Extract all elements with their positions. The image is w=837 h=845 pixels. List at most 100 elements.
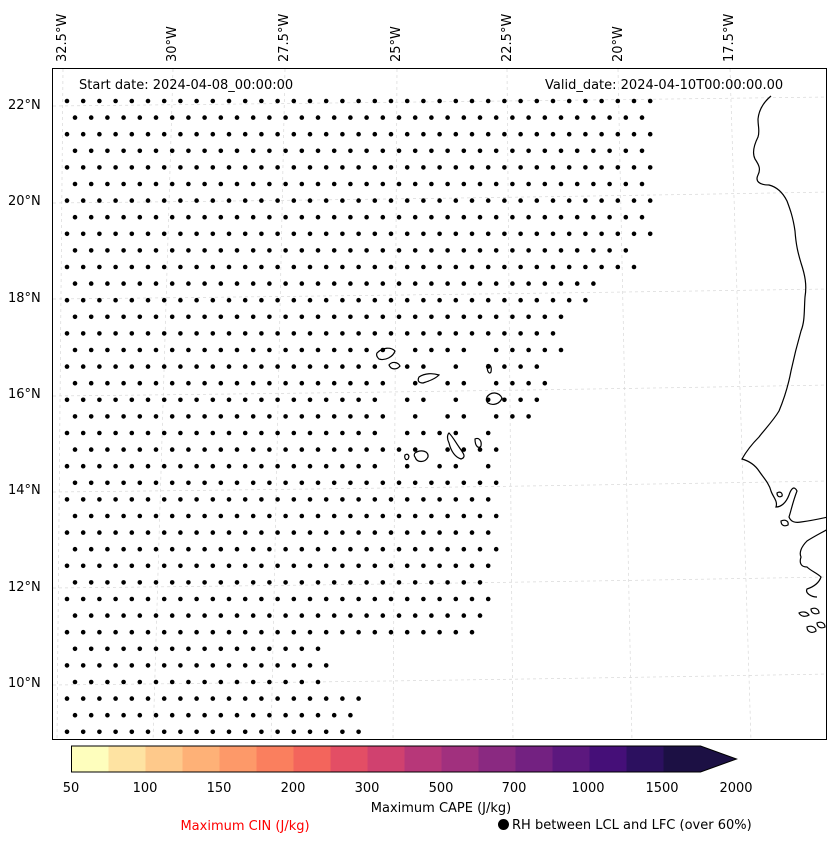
rh-dot [283, 613, 288, 618]
rh-dot [510, 281, 515, 286]
rh-dot [372, 331, 378, 336]
rh-dot [250, 248, 256, 253]
rh-dot [178, 430, 183, 436]
rh-dot [169, 613, 175, 618]
rh-dot [234, 115, 240, 120]
rh-dot [250, 414, 256, 419]
rh-dot [121, 148, 126, 154]
rh-dot [242, 98, 248, 104]
rh-dot [259, 98, 264, 104]
colorbar-segment [404, 746, 442, 772]
rh-dot [574, 214, 580, 220]
rh-dot [429, 148, 434, 154]
rh-dot [129, 696, 135, 701]
rh-dot [599, 98, 604, 104]
rh-dot [348, 148, 353, 154]
rh-dot [421, 430, 426, 436]
rh-dot [477, 214, 483, 220]
rh-dot [283, 513, 288, 519]
rh-dot [307, 663, 313, 668]
rh-dot [218, 513, 224, 519]
rh-dot [437, 231, 442, 237]
lat-label-14n: 14°N [8, 483, 41, 498]
rh-dot [461, 214, 467, 220]
rh-dot [64, 563, 70, 569]
rh-dot [97, 563, 102, 569]
rh-dot [510, 314, 515, 320]
rh-dot [493, 248, 499, 253]
rh-dot [153, 314, 159, 320]
rh-dot [445, 380, 450, 386]
rh-dot [307, 165, 313, 170]
rh-dot [404, 198, 410, 203]
rh-dot [137, 414, 143, 419]
rh-dot [202, 679, 207, 685]
rh-dot [291, 497, 297, 502]
rh-dot [80, 596, 86, 602]
rh-dot [194, 165, 199, 170]
rh-dot [267, 314, 272, 320]
rh-dot [404, 264, 410, 270]
cbar-tick-700: 700 [501, 781, 527, 796]
rh-dot [283, 214, 288, 220]
rh-dot [210, 696, 216, 701]
rh-dot [372, 297, 378, 303]
rh-dot [534, 397, 540, 403]
rh-dot [526, 414, 531, 419]
rh-dot [558, 115, 564, 120]
rh-dot [88, 281, 94, 286]
rh-dot [80, 364, 86, 369]
rh-dot [178, 563, 183, 569]
rh-dot [461, 414, 467, 419]
rh-dot [178, 231, 183, 237]
rh-dot [178, 729, 183, 735]
rh-dot [542, 281, 548, 286]
rh-dot [129, 463, 135, 469]
rh-dot [105, 181, 110, 187]
rh-dot [145, 497, 151, 502]
rh-dot [242, 297, 248, 303]
rh-dot [145, 397, 151, 403]
rh-dot [615, 198, 621, 203]
rh-dot [404, 463, 410, 469]
rh-dot [356, 397, 361, 403]
cbar-tick-50: 50 [62, 781, 80, 796]
rh-dot [558, 314, 564, 320]
rh-dot [194, 629, 199, 635]
rh-dot [234, 646, 240, 652]
rh-dot [647, 165, 653, 170]
rh-dot [348, 214, 353, 220]
rh-dot [72, 480, 78, 486]
rh-dot [72, 181, 78, 187]
rh-dot [323, 364, 329, 369]
rh-dot [210, 463, 216, 469]
rh-dot [80, 231, 86, 237]
rh-dot [80, 430, 86, 436]
rh-dot [178, 131, 183, 137]
rh-dot [550, 297, 556, 303]
africa-coastline-south [799, 529, 826, 598]
rh-dot [631, 131, 637, 137]
rh-dot [186, 181, 191, 187]
rh-dot [105, 248, 110, 253]
rh-dot [88, 414, 94, 419]
rh-dot [178, 331, 183, 336]
rh-dot [477, 513, 483, 519]
rh-dot [178, 364, 183, 369]
rh-dot [534, 98, 540, 104]
rh-dot [226, 397, 232, 403]
rh-dot [186, 447, 191, 452]
rh-dot [453, 364, 459, 369]
rh-dot [404, 430, 410, 436]
rh-dot [453, 463, 459, 469]
cin-legend-label: Maximum CIN (J/kg) [180, 819, 310, 834]
coastlines [376, 95, 826, 633]
rh-dot [259, 198, 264, 203]
rh-dot [145, 297, 151, 303]
rh-dot [356, 463, 361, 469]
rh-dot [372, 264, 378, 270]
rh-dot [550, 231, 556, 237]
rh-dot [161, 729, 167, 735]
colorbar-segment [441, 746, 479, 772]
rh-dot [129, 364, 135, 369]
